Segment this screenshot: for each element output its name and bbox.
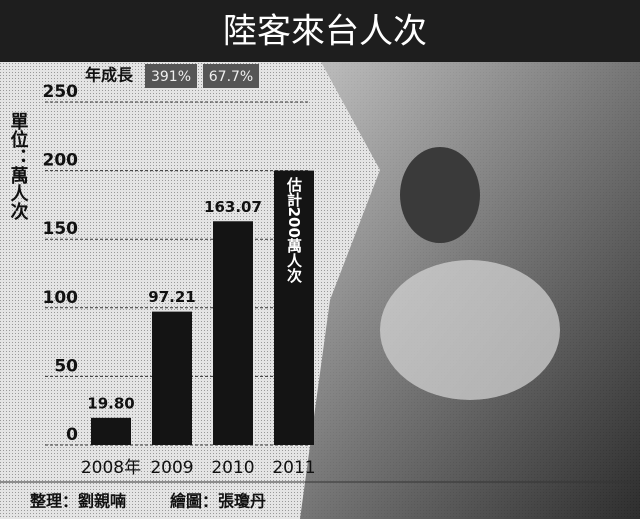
bar [274,170,314,445]
footer-text: 繪圖：張瓊丹 [170,492,266,511]
photo-figure [380,260,560,400]
x-tick-label: 2011 [272,458,315,478]
title-banner [0,0,640,62]
value-label: 163.07 [204,198,262,216]
y-tick-label: 250 [43,82,79,102]
y-tick-label: 150 [43,219,79,239]
growth-box [203,64,259,88]
x-tick-label: 2008年 [81,458,141,478]
chart-title: 陸客來台人次 [223,12,427,52]
bar [91,417,131,445]
bar [152,311,192,445]
footer-text: 整理：劉親喃 [29,492,126,511]
y-tick-label: 100 [43,288,79,308]
growth-label: 年成長 [85,66,134,85]
x-tick-label: 2009 [150,458,193,478]
y-tick-label: 200 [43,151,79,171]
y-axis-label: 單位：萬人次 [8,112,29,221]
x-tick-label: 2010 [211,458,254,478]
y-tick-label: 0 [66,425,78,445]
value-label: 19.80 [87,394,134,412]
bar [213,221,253,445]
value-label: 估計200萬人次 [285,176,303,284]
growth-box [145,64,197,88]
growth-value: 67.7% [209,69,253,85]
growth-value: 391% [151,69,191,85]
y-tick-label: 50 [54,356,78,376]
photo-figure [400,147,480,243]
value-label: 97.21 [148,288,195,306]
